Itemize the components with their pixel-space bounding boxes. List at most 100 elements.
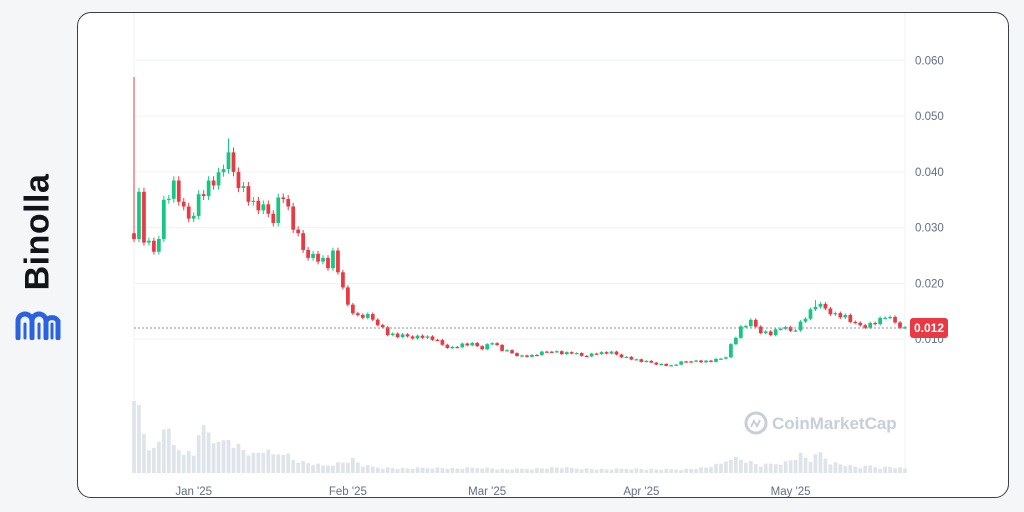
candle — [420, 335, 425, 338]
candle — [773, 329, 778, 336]
volume-bar — [748, 460, 753, 473]
candle — [211, 180, 216, 186]
volume-bar — [152, 447, 156, 473]
volume-bar — [176, 450, 181, 473]
candle — [321, 257, 325, 262]
volume-bar — [166, 428, 171, 473]
candle — [684, 361, 689, 363]
volume-bar — [236, 443, 241, 473]
volume-bar — [624, 469, 629, 473]
candle — [898, 322, 902, 328]
candle — [903, 327, 907, 329]
volume-bar — [385, 467, 390, 473]
candle — [186, 206, 191, 219]
volume-bar — [699, 467, 703, 473]
candle — [878, 317, 882, 325]
volume-bar — [276, 454, 281, 473]
volume-bar — [405, 468, 410, 473]
volume-bar — [490, 468, 495, 473]
candle — [634, 359, 639, 361]
volume-bar — [191, 455, 196, 473]
volume-bar — [206, 432, 211, 473]
candle — [495, 343, 499, 345]
y-tick-label: 0.040 — [915, 167, 944, 179]
volume-bar — [291, 460, 296, 473]
volume-bar — [425, 468, 430, 473]
candle — [579, 353, 584, 356]
volume-bar — [589, 469, 594, 473]
volume-bar — [818, 452, 823, 473]
candle — [838, 313, 843, 318]
candle — [415, 335, 420, 339]
candle — [783, 327, 788, 329]
volume-bar — [684, 468, 689, 473]
volume-bar — [654, 469, 659, 473]
x-tick-label: Apr '25 — [623, 486, 659, 498]
volume-bar — [773, 464, 778, 473]
volume-bar — [893, 468, 897, 473]
volume-bar — [664, 468, 669, 473]
candle — [475, 342, 480, 347]
candle — [157, 238, 161, 252]
volume-bar — [714, 463, 718, 473]
candle — [808, 309, 813, 319]
volume-bar — [704, 467, 708, 473]
volume-bar — [554, 467, 559, 473]
candle — [803, 318, 808, 322]
candle — [206, 180, 211, 197]
candle — [395, 333, 400, 338]
volume-bar — [480, 468, 485, 473]
volume-bar — [161, 429, 166, 473]
candle — [510, 350, 514, 354]
candle — [515, 353, 519, 356]
candle — [166, 198, 171, 200]
volume-bar — [331, 465, 335, 473]
candle — [365, 314, 370, 318]
candle — [350, 304, 355, 314]
volume-bar — [838, 464, 843, 473]
volume-bar — [301, 460, 305, 473]
brand-sidebar: Binolla — [0, 0, 76, 512]
volume-bar — [520, 468, 524, 473]
candle — [191, 215, 196, 219]
candle — [654, 362, 659, 365]
candle — [549, 351, 554, 353]
candle — [888, 316, 892, 319]
current-price-badge: 0.012 — [910, 318, 948, 339]
volume-bar — [888, 466, 892, 473]
candle — [753, 319, 758, 327]
candle — [505, 350, 509, 352]
volume-bar — [619, 468, 624, 473]
candle — [535, 354, 539, 357]
volume-bar — [505, 469, 509, 473]
candle — [281, 197, 286, 200]
candle — [161, 199, 166, 239]
y-tick-label: 0.060 — [915, 55, 944, 67]
volume-bar — [584, 468, 589, 473]
candle — [147, 240, 151, 243]
candle — [569, 352, 574, 354]
volume-bar — [241, 449, 246, 473]
volume-bar — [460, 468, 465, 473]
volume-bar — [863, 465, 868, 473]
volume-bar — [649, 468, 654, 473]
volume-bar — [525, 469, 529, 473]
candle — [525, 355, 529, 357]
volume-bar — [465, 467, 470, 473]
x-tick-label: Mar '25 — [468, 486, 506, 498]
candle — [341, 272, 345, 288]
volume-bar — [753, 464, 758, 473]
volume-bar — [574, 468, 579, 473]
volume-bar — [231, 447, 236, 473]
y-tick-label: 0.030 — [915, 223, 944, 235]
candle — [355, 313, 360, 316]
candle — [544, 351, 549, 353]
volume-bar — [370, 466, 375, 473]
candle — [296, 229, 301, 234]
candle — [559, 351, 564, 355]
candle — [440, 340, 445, 345]
volume-bar — [306, 463, 310, 473]
candle — [256, 200, 261, 211]
volume-bar — [341, 462, 345, 473]
